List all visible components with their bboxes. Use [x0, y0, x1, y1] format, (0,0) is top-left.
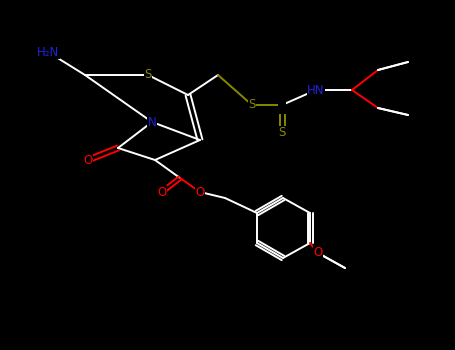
Text: O: O — [83, 154, 93, 167]
Text: S: S — [248, 98, 256, 112]
Text: S: S — [278, 98, 286, 111]
Text: O: O — [313, 246, 323, 259]
Text: HN: HN — [307, 84, 325, 97]
Text: S: S — [144, 69, 152, 82]
Text: S: S — [278, 126, 286, 140]
Text: S: S — [248, 98, 256, 112]
Text: N: N — [147, 116, 157, 128]
Text: H₂N: H₂N — [37, 46, 59, 58]
Text: O: O — [157, 186, 167, 198]
Text: O: O — [195, 186, 205, 198]
